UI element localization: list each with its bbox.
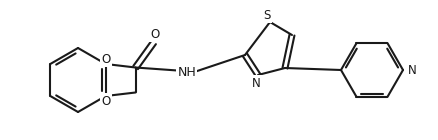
Text: N: N: [408, 64, 417, 76]
Text: S: S: [263, 9, 271, 22]
Text: O: O: [150, 28, 159, 41]
Text: NH: NH: [177, 66, 196, 79]
Text: O: O: [101, 52, 110, 66]
Text: O: O: [101, 94, 110, 108]
Text: N: N: [251, 76, 260, 89]
